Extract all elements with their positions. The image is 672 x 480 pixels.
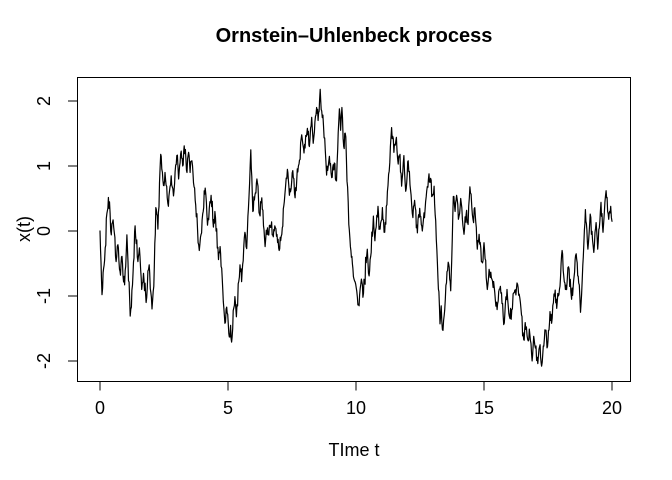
ou-series-line — [99, 88, 613, 367]
x-axis-ticks: 0 5 10 15 20 — [95, 381, 622, 418]
x-tick-label: 15 — [474, 398, 494, 418]
x-tick-label: 5 — [223, 398, 233, 418]
plot-box — [77, 77, 631, 382]
x-tick-label: 0 — [95, 398, 105, 418]
x-axis-label: TIme t — [328, 440, 379, 460]
y-tick-label: 1 — [34, 161, 54, 171]
x-tick-label: 20 — [602, 398, 622, 418]
y-axis-label: x(t) — [14, 216, 34, 242]
y-tick-label: 2 — [34, 96, 54, 106]
y-tick-label: 0 — [34, 226, 54, 236]
y-tick-label: -2 — [34, 353, 54, 369]
y-tick-label: -1 — [34, 288, 54, 304]
chart-title: Ornstein–Uhlenbeck process — [216, 25, 493, 47]
y-axis-ticks: -2 -1 0 1 2 — [34, 96, 78, 369]
x-tick-label: 10 — [346, 398, 366, 418]
